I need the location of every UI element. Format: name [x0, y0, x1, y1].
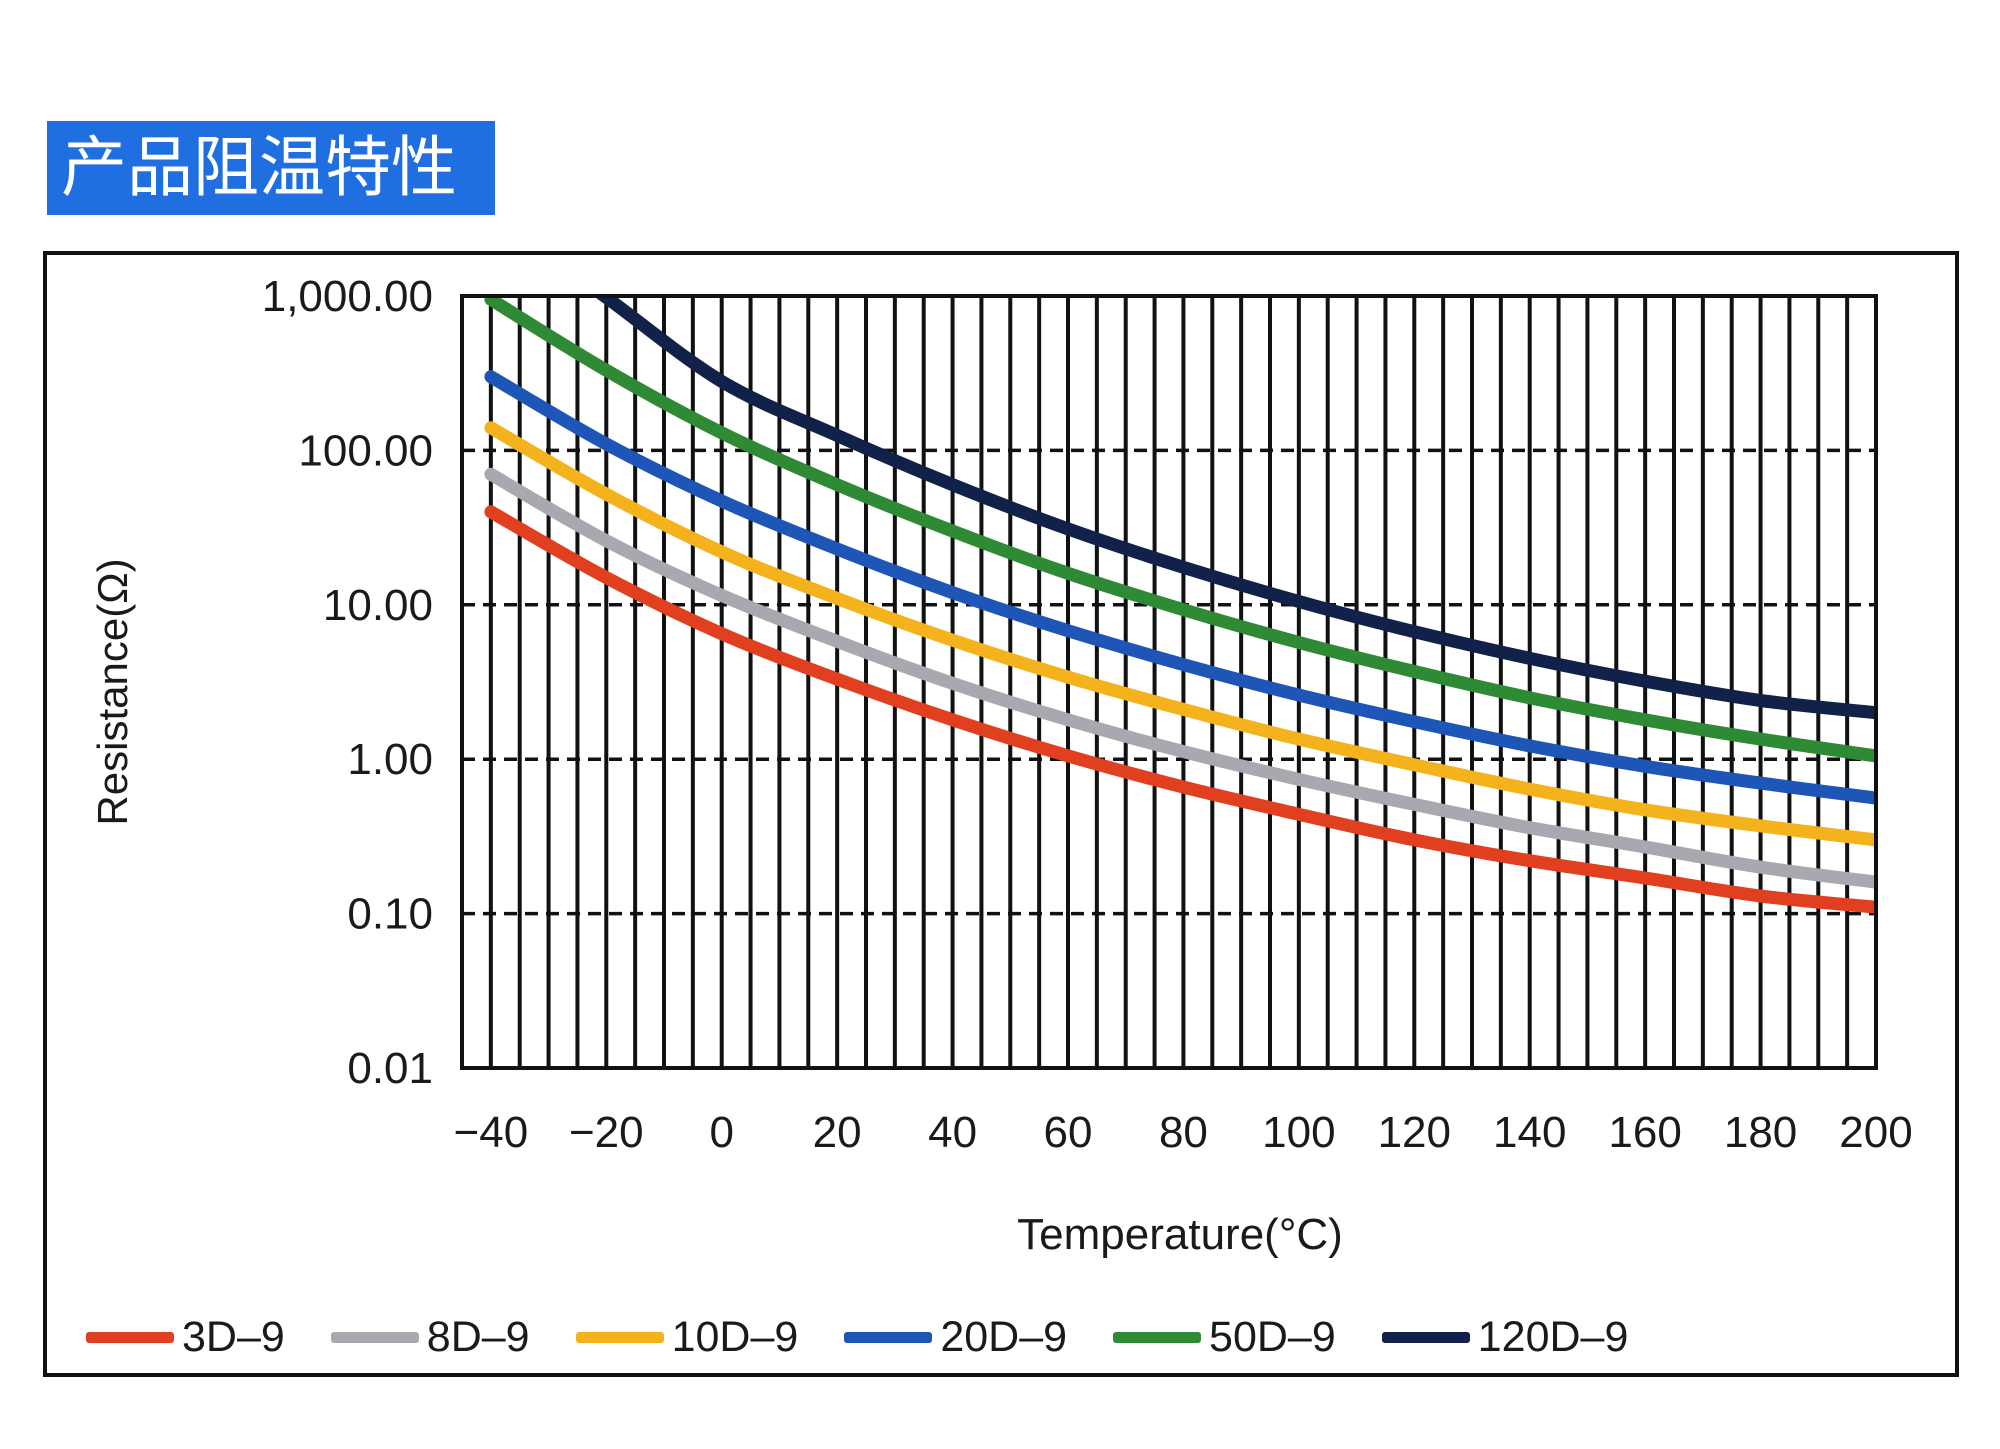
legend-swatch — [844, 1331, 933, 1343]
x-tick-label: 180 — [1724, 1108, 1797, 1157]
x-tick-label: −40 — [454, 1108, 529, 1157]
legend-item: 3D–9 — [86, 1313, 285, 1362]
x-tick-label: 40 — [928, 1108, 977, 1157]
series-line-6 — [593, 296, 1876, 720]
series-line-4 — [484, 370, 1876, 805]
y-tick-label: 1.00 — [347, 735, 433, 784]
x-tick-label: 120 — [1378, 1108, 1451, 1157]
y-tick-label: 0.01 — [347, 1044, 433, 1093]
x-tick-label: 160 — [1608, 1108, 1681, 1157]
x-axis-ticks: −40 −20 0 20 40 60 80 100 120 140 160 180 200 — [454, 1108, 1913, 1157]
x-tick-label: 80 — [1159, 1108, 1208, 1157]
legend-swatch — [575, 1331, 664, 1343]
x-tick-label: 200 — [1839, 1108, 1912, 1157]
x-tick-label: 100 — [1262, 1108, 1335, 1157]
legend-item: 120D–9 — [1381, 1312, 1629, 1362]
x-tick-label: 140 — [1493, 1108, 1566, 1157]
legend-swatch — [1381, 1331, 1470, 1343]
legend-label: 20D–9 — [940, 1312, 1068, 1361]
x-tick-label: −20 — [569, 1108, 644, 1157]
chart-series-lines — [484, 296, 1876, 914]
legend-item: 20D–9 — [844, 1313, 1067, 1362]
legend-label: 3D–9 — [182, 1312, 285, 1361]
banner-title: 产品阻温特性 — [61, 129, 457, 206]
legend-swatch — [330, 1331, 419, 1343]
series-line-5 — [484, 296, 1876, 763]
chart-legend: 3D–9 8D–9 10D–9 20D–9 50D–9 120D–9 — [86, 1312, 1674, 1362]
series-line-2 — [484, 467, 1876, 889]
y-tick-label: 10.00 — [323, 581, 433, 630]
y-tick-label: 100.00 — [298, 426, 433, 475]
y-axis-ticks: 1,000.00 100.00 10.00 1.00 0.10 0.01 — [262, 272, 433, 1093]
x-axis-label: Temperature(°C) — [1017, 1210, 1343, 1259]
series-line-1 — [484, 505, 1876, 914]
series-line-3 — [484, 421, 1876, 847]
page-banner: 产品阻温特性 — [47, 121, 495, 215]
legend-swatch — [86, 1331, 174, 1343]
x-tick-label: 0 — [709, 1108, 733, 1157]
y-axis-label: Resistance(Ω) — [89, 558, 136, 825]
legend-swatch — [1113, 1331, 1202, 1343]
y-tick-label: 0.10 — [347, 890, 433, 939]
legend-item: 50D–9 — [1113, 1313, 1336, 1362]
chart-frame — [43, 251, 1959, 1377]
legend-item: 10D–9 — [575, 1312, 799, 1362]
legend-label: 8D–9 — [426, 1312, 530, 1361]
legend-label: 120D–9 — [1477, 1312, 1629, 1361]
y-tick-label: 1,000.00 — [262, 272, 433, 321]
x-tick-label: 20 — [813, 1108, 862, 1157]
plot-border — [460, 294, 1878, 1070]
legend-label: 10D–9 — [671, 1312, 799, 1361]
legend-item: 8D–9 — [330, 1312, 530, 1362]
legend-label: 50D–9 — [1209, 1312, 1336, 1361]
x-tick-label: 60 — [1044, 1108, 1093, 1157]
